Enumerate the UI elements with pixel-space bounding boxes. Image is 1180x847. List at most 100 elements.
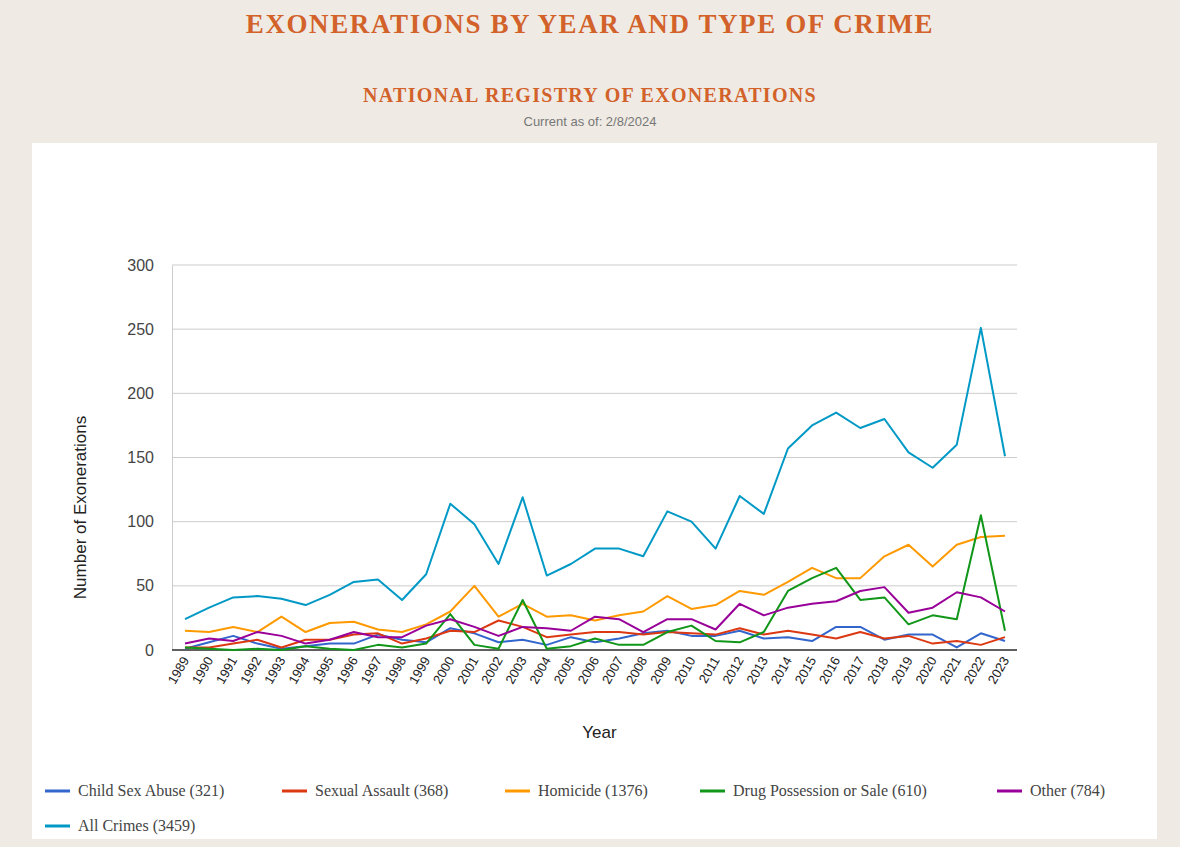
x-tick-label: 1994 xyxy=(285,654,312,687)
x-tick: 1993 xyxy=(261,650,288,687)
x-tick: 2019 xyxy=(888,650,915,687)
x-tick-label: 2008 xyxy=(623,654,650,687)
x-tick-label: 1991 xyxy=(213,654,240,687)
legend-label: All Crimes (3459) xyxy=(78,817,195,835)
x-tick-label: 2012 xyxy=(719,654,746,687)
lines xyxy=(185,328,1005,650)
legend: Child Sex Abuse (321) Sexual Assault (368… xyxy=(45,782,1105,835)
y-tick-label: 0 xyxy=(145,642,154,659)
grid-line xyxy=(172,393,1017,394)
y-tick-label: 50 xyxy=(136,577,154,594)
legend-swatch xyxy=(282,790,307,793)
x-tick: 2021 xyxy=(936,650,963,687)
x-tick-label: 1998 xyxy=(382,654,409,687)
x-tick: 1990 xyxy=(189,650,216,687)
chart: EXONERATIONS BY YEAR AND TYPE OF CRIMENA… xyxy=(0,0,1180,847)
x-tick-label: 2020 xyxy=(912,654,939,687)
x-tick: 2014 xyxy=(768,650,795,687)
y-tick: 250 xyxy=(127,321,172,338)
x-tick-label: 1995 xyxy=(309,654,336,687)
x-tick-label: 2014 xyxy=(768,654,795,687)
legend-label: Sexual Assault (368) xyxy=(315,782,448,800)
y-tick: 300 xyxy=(127,257,172,274)
y-tick-label: 250 xyxy=(127,321,154,338)
y-tick: 50 xyxy=(136,577,172,594)
legend-swatch xyxy=(700,790,725,793)
x-tick: 2000 xyxy=(430,650,457,687)
x-tick: 2007 xyxy=(599,650,626,687)
x-tick-label: 2023 xyxy=(985,654,1012,687)
y-tick: 150 xyxy=(127,449,172,466)
x-tick: 1996 xyxy=(333,650,360,687)
legend-label: Child Sex Abuse (321) xyxy=(78,782,224,800)
x-tick-label: 2015 xyxy=(792,654,819,687)
y-tick-label: 200 xyxy=(127,385,154,402)
grid-line xyxy=(172,585,1017,586)
x-tick: 2018 xyxy=(864,650,891,687)
y-tick-label: 300 xyxy=(127,257,154,274)
x-axis-line xyxy=(172,649,1017,651)
y-tick: 100 xyxy=(127,513,172,530)
x-tick: 2001 xyxy=(454,650,481,687)
x-tick: 1992 xyxy=(237,650,264,687)
x-tick: 2010 xyxy=(671,650,698,687)
x-tick: 2023 xyxy=(985,650,1012,687)
y-tick: 0 xyxy=(145,642,172,659)
x-tick: 1997 xyxy=(358,650,385,687)
x-tick-label: 2000 xyxy=(430,654,457,687)
x-tick: 2006 xyxy=(575,650,602,687)
x-tick: 2003 xyxy=(502,650,529,687)
panel xyxy=(32,143,1157,839)
series-line xyxy=(185,515,1005,650)
x-tick: 2016 xyxy=(816,650,843,687)
grid-line xyxy=(172,521,1017,522)
series-line xyxy=(185,328,1005,619)
y-axis-title: Number of Exonerations xyxy=(71,416,90,599)
legend-item: Child Sex Abuse (321) xyxy=(45,782,224,800)
x-tick-label: 2019 xyxy=(888,654,915,687)
y-tick: 200 xyxy=(127,385,172,402)
x-tick-label: 2003 xyxy=(502,654,529,687)
x-axis-title: Year xyxy=(582,723,617,742)
legend-item: Sexual Assault (368) xyxy=(282,782,448,800)
x-tick-label: 1993 xyxy=(261,654,288,687)
x-tick: 1991 xyxy=(213,650,240,687)
x-tick-label: 2007 xyxy=(599,654,626,687)
x-tick-label: 2001 xyxy=(454,654,481,687)
x-tick: 2013 xyxy=(743,650,770,687)
annotation: Current as of: 2/8/2024 xyxy=(524,114,657,129)
x-tick-label: 2004 xyxy=(526,654,553,687)
x-tick: 2022 xyxy=(961,650,988,687)
x-tick: 1999 xyxy=(406,650,433,687)
x-tick-label: 2010 xyxy=(671,654,698,687)
y-tick-label: 100 xyxy=(127,513,154,530)
x-tick: 1995 xyxy=(309,650,336,687)
legend-swatch xyxy=(45,790,70,793)
grid-line xyxy=(172,329,1017,330)
x-tick: 2011 xyxy=(696,650,723,686)
x-tick: 2005 xyxy=(551,650,578,687)
legend-swatch xyxy=(45,825,70,828)
x-axis: 1989199019911992199319941995199619971998… xyxy=(165,650,1017,687)
legend-label: Homicide (1376) xyxy=(538,782,648,800)
title: EXONERATIONS BY YEAR AND TYPE OF CRIME xyxy=(246,9,934,39)
x-tick-label: 2009 xyxy=(647,654,674,687)
legend-swatch xyxy=(997,790,1022,793)
x-tick-label: 2022 xyxy=(961,654,988,687)
x-tick: 2015 xyxy=(792,650,819,687)
legend-item: All Crimes (3459) xyxy=(45,817,195,835)
x-tick-label: 1996 xyxy=(333,654,360,687)
x-tick: 2002 xyxy=(478,650,505,687)
x-tick-label: 2017 xyxy=(840,654,867,687)
series-line xyxy=(185,587,1005,643)
grid-line xyxy=(172,265,1017,266)
x-tick-label: 1997 xyxy=(358,654,385,687)
legend-swatch xyxy=(505,790,530,793)
x-tick: 1989 xyxy=(165,650,192,687)
x-tick: 2020 xyxy=(912,650,939,687)
x-tick-label: 1989 xyxy=(165,654,192,687)
y-axis-line xyxy=(172,266,173,651)
legend-item: Other (784) xyxy=(997,782,1105,800)
x-tick-label: 1999 xyxy=(406,654,433,687)
legend-label: Drug Possession or Sale (610) xyxy=(733,782,927,800)
